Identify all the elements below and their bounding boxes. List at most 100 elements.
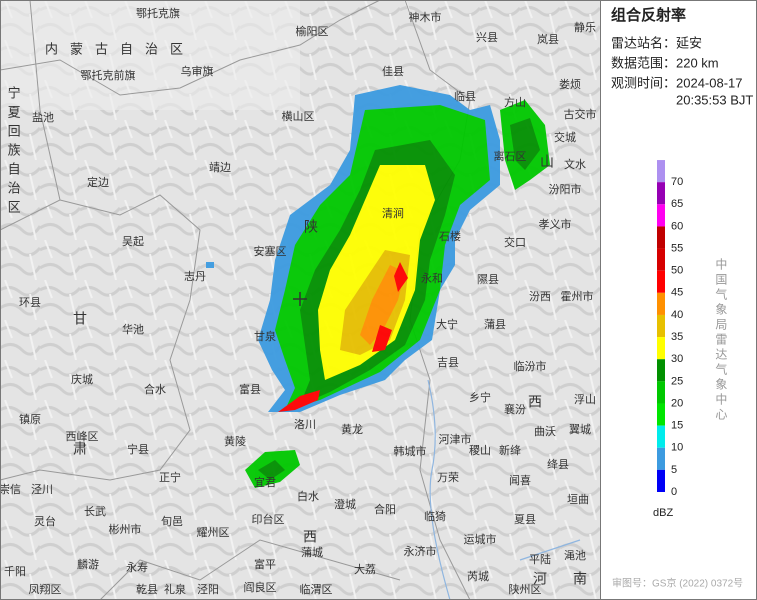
- place-label: 镇原: [19, 412, 41, 426]
- place-label: 崇信: [0, 483, 21, 496]
- place-label: 合阳: [374, 502, 396, 516]
- place-label: 文水: [564, 157, 586, 171]
- place-label: 富平: [254, 557, 276, 571]
- place-label: 兴县: [476, 31, 498, 44]
- legend-label: 70: [671, 176, 683, 188]
- region-label: 肃: [73, 441, 87, 457]
- place-label: 黄龙: [341, 422, 363, 436]
- field-value: 220 km: [676, 55, 719, 70]
- place-label: 霍州市: [561, 289, 594, 303]
- panel-title: 组合反射率: [611, 6, 686, 24]
- place-label: 庆城: [71, 372, 93, 386]
- place-label: 古交市: [564, 107, 597, 121]
- place-label: 洛川: [294, 417, 316, 431]
- place-label: 汾阳市: [549, 182, 582, 196]
- place-label: 富县: [239, 382, 261, 396]
- legend-swatch: [657, 359, 665, 382]
- place-label: 河津市: [439, 432, 472, 446]
- place-label: 蒲县: [484, 317, 506, 331]
- place-label: 乌审旗: [181, 64, 214, 78]
- place-label: 隰县: [477, 273, 499, 286]
- place-label: 渑池: [564, 549, 586, 562]
- place-label: 夏县: [514, 513, 536, 526]
- legend-swatch: [657, 160, 665, 183]
- place-label: 麟游: [77, 557, 99, 571]
- place-label: 定边: [87, 175, 109, 189]
- place-label: 汾西: [529, 290, 551, 303]
- field-label: 雷达站名：: [611, 35, 676, 50]
- place-label: 彬州市: [109, 522, 142, 536]
- place-label: 靖边: [209, 161, 231, 174]
- place-label: 宜君: [254, 475, 276, 489]
- place-label: 甘泉: [254, 329, 276, 343]
- legend-label: 60: [671, 220, 683, 232]
- place-label: 静乐: [574, 20, 596, 34]
- region-label: 山: [540, 154, 554, 170]
- region-label: 甘: [73, 311, 87, 327]
- place-label: 临县: [454, 89, 476, 103]
- legend-swatch: [657, 226, 665, 249]
- place-label: 临渭区: [300, 582, 333, 596]
- place-label: 清涧: [382, 207, 404, 220]
- region-label: 西: [528, 394, 542, 410]
- legend-label: 50: [671, 265, 683, 277]
- place-label: 佳县: [382, 64, 404, 78]
- place-label: 千阳: [4, 565, 26, 578]
- place-label: 礼泉: [164, 582, 186, 596]
- field-label: 观测时间：: [611, 75, 676, 90]
- place-label: 万荣: [437, 471, 459, 484]
- place-label: 印台区: [252, 512, 285, 526]
- place-label: 曲沃: [534, 425, 556, 438]
- region-label: 河: [533, 571, 547, 587]
- field-value: 20:35:53 BJT: [676, 92, 753, 107]
- legend-swatch: [657, 314, 665, 338]
- legend-label: 35: [671, 331, 683, 343]
- legend-swatch: [657, 337, 665, 360]
- place-label: 大荔: [354, 562, 376, 576]
- legend-label: 30: [671, 353, 683, 365]
- place-label: 长武: [84, 505, 106, 518]
- legend-swatch: [657, 270, 665, 293]
- place-label: 芮城: [467, 569, 489, 583]
- field-label: 数据范围：: [611, 55, 676, 70]
- place-label: 绛县: [547, 457, 569, 471]
- place-label: 韩城市: [394, 444, 427, 458]
- place-label: 永济市: [404, 544, 437, 558]
- place-label: 平陆: [529, 552, 551, 566]
- place-label: 吉县: [437, 356, 459, 369]
- region-label: 西: [303, 529, 317, 545]
- info-panel: [600, 0, 757, 600]
- legend-label: 45: [671, 287, 683, 299]
- field-value: 延安: [676, 35, 702, 50]
- legend-unit: dBZ: [653, 507, 673, 519]
- place-label: 泾川: [31, 483, 53, 496]
- place-label: 翼城: [569, 423, 591, 436]
- place-label: 陕州区: [509, 582, 542, 596]
- legend-swatch: [657, 381, 665, 404]
- place-label: 耀州区: [197, 526, 230, 539]
- place-label: 榆阳区: [296, 24, 329, 38]
- place-label: 娄烦: [559, 78, 581, 91]
- place-label: 合水: [144, 382, 166, 396]
- place-label: 白水: [297, 489, 319, 503]
- credit: 中国气象局雷达气象中心: [714, 257, 728, 423]
- river: [519, 539, 581, 561]
- radar-echo: [206, 85, 550, 488]
- legend-swatch: [657, 403, 665, 426]
- place-label: 正宁: [159, 470, 181, 484]
- legend-label: 55: [671, 242, 683, 254]
- place-label: 襄汾: [504, 402, 526, 416]
- place-label: 岚县: [537, 33, 559, 46]
- place-label: 乡宁: [469, 390, 491, 404]
- place-label: 横山区: [282, 109, 315, 123]
- place-label: 蒲城: [301, 545, 323, 559]
- place-label: 新绛: [499, 443, 521, 457]
- field-value: 2024-08-17: [676, 75, 743, 90]
- place-label: 盐池: [32, 111, 54, 124]
- place-label: 交口: [504, 235, 526, 249]
- place-label: 交城: [554, 130, 576, 144]
- river: [427, 379, 451, 600]
- legend-label: 10: [671, 442, 683, 454]
- place-label: 乾县: [136, 583, 158, 596]
- legend-swatch: [657, 447, 665, 470]
